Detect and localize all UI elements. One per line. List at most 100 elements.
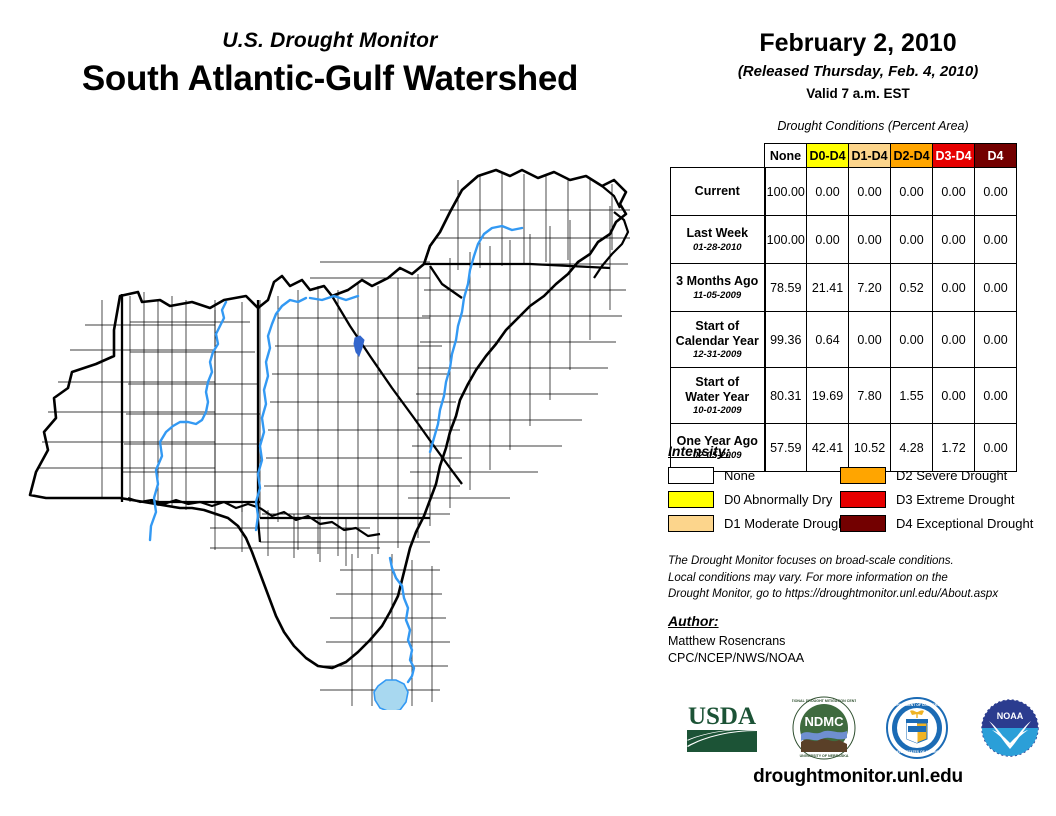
row-label-current: Current <box>670 167 766 216</box>
header-corner-blank <box>671 144 765 168</box>
noaa-logo: NOAA <box>979 697 1041 764</box>
cell-none: 57.59 <box>764 423 807 472</box>
valid-time: Valid 7 a.m. EST <box>806 85 910 101</box>
svg-text:NATIONAL DROUGHT MITIGATION CE: NATIONAL DROUGHT MITIGATION CENTER <box>792 699 856 703</box>
disclaimer-line-2: Local conditions may vary. For more info… <box>668 571 948 584</box>
disclaimer-line-1: The Drought Monitor focuses on broad-sca… <box>668 555 954 567</box>
header-d0-d4: D0-D4 <box>806 143 849 168</box>
region-title: South Atlantic-Gulf Watershed <box>81 59 579 98</box>
cell-none: 100.00 <box>764 215 807 264</box>
cell-d0-d4: 42.41 <box>806 423 849 472</box>
program-title: U.S. Drought Monitor <box>222 29 438 52</box>
row-date: 02-05-2009 <box>692 449 742 461</box>
svg-text:DEPARTMENT OF COMMERCE: DEPARTMENT OF COMMERCE <box>892 703 943 707</box>
legend-item-d1: D1 Moderate Drought <box>668 515 849 532</box>
cell-d2-d4: 0.00 <box>890 215 933 264</box>
drought-conditions-table: None D0-D4 D1-D4 D2-D4 D3-D4 D4 Current … <box>670 143 1017 472</box>
cell-d2-d4: 0.00 <box>890 311 933 368</box>
drought-map[interactable] <box>10 150 660 710</box>
swatch-d1 <box>668 515 714 532</box>
row-name: Last Week <box>686 226 749 241</box>
map-date: February 2, 2010 <box>759 29 957 57</box>
cell-none: 80.31 <box>764 367 807 424</box>
disclaimer-line-3: Drought Monitor, go to https://droughtmo… <box>668 588 999 601</box>
table-header-row: None D0-D4 D1-D4 D2-D4 D3-D4 D4 <box>671 143 1017 168</box>
cell-d3-d4: 0.00 <box>932 367 975 424</box>
lake-okeechobee <box>373 679 409 710</box>
swatch-none <box>668 467 714 484</box>
cell-d0-d4: 19.69 <box>806 367 849 424</box>
cell-d1-d4: 0.00 <box>848 167 891 216</box>
swatch-d3 <box>840 491 886 508</box>
intensity-legend: Intensity: None D2 Severe Drought D0 Abn… <box>668 443 1056 532</box>
table-row: Start of Water Year 10-01-2009 80.31 19.… <box>670 367 1017 424</box>
header-d4: D4 <box>974 143 1017 168</box>
cell-d2-d4: 0.00 <box>890 167 933 216</box>
legend-item-d0: D0 Abnormally Dry <box>668 491 840 508</box>
disclaimer: The Drought Monitor focuses on broad-sca… <box>668 553 1048 603</box>
cell-d0-d4: 0.64 <box>806 311 849 368</box>
cell-d2-d4: 0.52 <box>890 263 933 312</box>
row-label-one-year-ago: One Year Ago 02-05-2009 <box>670 423 766 472</box>
author-affiliation: CPC/NCEP/NWS/NOAA <box>668 650 805 665</box>
author-name: Matthew Rosencrans <box>668 634 786 648</box>
usda-logo: USDA <box>683 700 761 761</box>
drought-conditions-table-wrap: None D0-D4 D1-D4 D2-D4 D3-D4 D4 Current … <box>670 143 1017 472</box>
cell-none: 78.59 <box>764 263 807 312</box>
legend-title: Intensity: <box>668 443 731 459</box>
header-d1-d4: D1-D4 <box>848 143 891 168</box>
row-date: 01-28-2010 <box>692 241 742 253</box>
cell-none: 99.36 <box>764 311 807 368</box>
swatch-d0 <box>668 491 714 508</box>
cell-d1-d4: 0.00 <box>848 311 891 368</box>
row-label-last-week: Last Week 01-28-2010 <box>670 215 766 264</box>
logo-row: USDA NDMC NATIONAL DROUGHT MITIGATION CE… <box>668 690 1056 770</box>
title-block: U.S. Drought Monitor South Atlantic-Gulf… <box>0 0 660 99</box>
cell-d1-d4: 10.52 <box>848 423 891 472</box>
cell-d1-d4: 0.00 <box>848 215 891 264</box>
legend-label: D3 Extreme Drought <box>896 492 1015 507</box>
cell-d3-d4: 1.72 <box>932 423 975 472</box>
map-panel: U.S. Drought Monitor South Atlantic-Gulf… <box>0 0 660 710</box>
ndmc-logo: NDMC NATIONAL DROUGHT MITIGATION CENTER … <box>786 696 862 765</box>
cell-d4: 0.00 <box>974 167 1017 216</box>
ndmc-logo-text: NDMC <box>804 714 844 729</box>
coastline-detail <box>127 185 630 538</box>
legend-label: D2 Severe Drought <box>896 468 1008 483</box>
cell-d4: 0.00 <box>974 423 1017 472</box>
row-label-3-months-ago: 3 Months Ago 11-05-2009 <box>670 263 766 312</box>
cell-d3-d4: 0.00 <box>932 263 975 312</box>
header-none: None <box>764 143 807 168</box>
drought-map-svg <box>10 150 660 710</box>
legend-grid: None D2 Severe Drought D0 Abnormally Dry… <box>668 467 1056 532</box>
row-date: 11-05-2009 <box>693 289 742 301</box>
legend-label: D0 Abnormally Dry <box>724 492 833 507</box>
cell-d2-d4: 1.55 <box>890 367 933 424</box>
swatch-d2 <box>840 467 886 484</box>
cell-d1-d4: 7.80 <box>848 367 891 424</box>
cell-d0-d4: 0.00 <box>806 215 849 264</box>
row-date: 12-31-2009 <box>692 348 742 360</box>
row-name: Start of Water Year <box>685 375 750 404</box>
cell-d4: 0.00 <box>974 263 1017 312</box>
legend-item-d4: D4 Exceptional Drought <box>840 515 1056 532</box>
cell-d4: 0.00 <box>974 367 1017 424</box>
row-date: 10-01-2009 <box>692 404 742 416</box>
row-name: One Year Ago <box>676 434 758 449</box>
table-caption: Drought Conditions (Percent Area) <box>777 118 969 133</box>
date-block: February 2, 2010 (Released Thursday, Feb… <box>660 0 1056 101</box>
watershed-outline <box>28 168 628 670</box>
legend-label: D1 Moderate Drought <box>724 516 850 531</box>
legend-item-d3: D3 Extreme Drought <box>840 491 1056 508</box>
cell-none: 100.00 <box>764 167 807 216</box>
noaa-logo-text: NOAA <box>997 711 1024 721</box>
us-department-of-commerce-seal: DEPARTMENT OF COMMERCE UNITED STATES OF … <box>886 696 949 764</box>
cell-d1-d4: 7.20 <box>848 263 891 312</box>
cell-d4: 0.00 <box>974 311 1017 368</box>
cell-d0-d4: 0.00 <box>806 167 849 216</box>
author-block: Author: Matthew Rosencrans CPC/NCEP/NWS/… <box>668 613 1048 667</box>
legend-item-d2: D2 Severe Drought <box>840 467 1056 484</box>
cell-d3-d4: 0.00 <box>932 215 975 264</box>
footer-url[interactable]: droughtmonitor.unl.edu <box>753 766 963 787</box>
header-d2-d4: D2-D4 <box>890 143 933 168</box>
